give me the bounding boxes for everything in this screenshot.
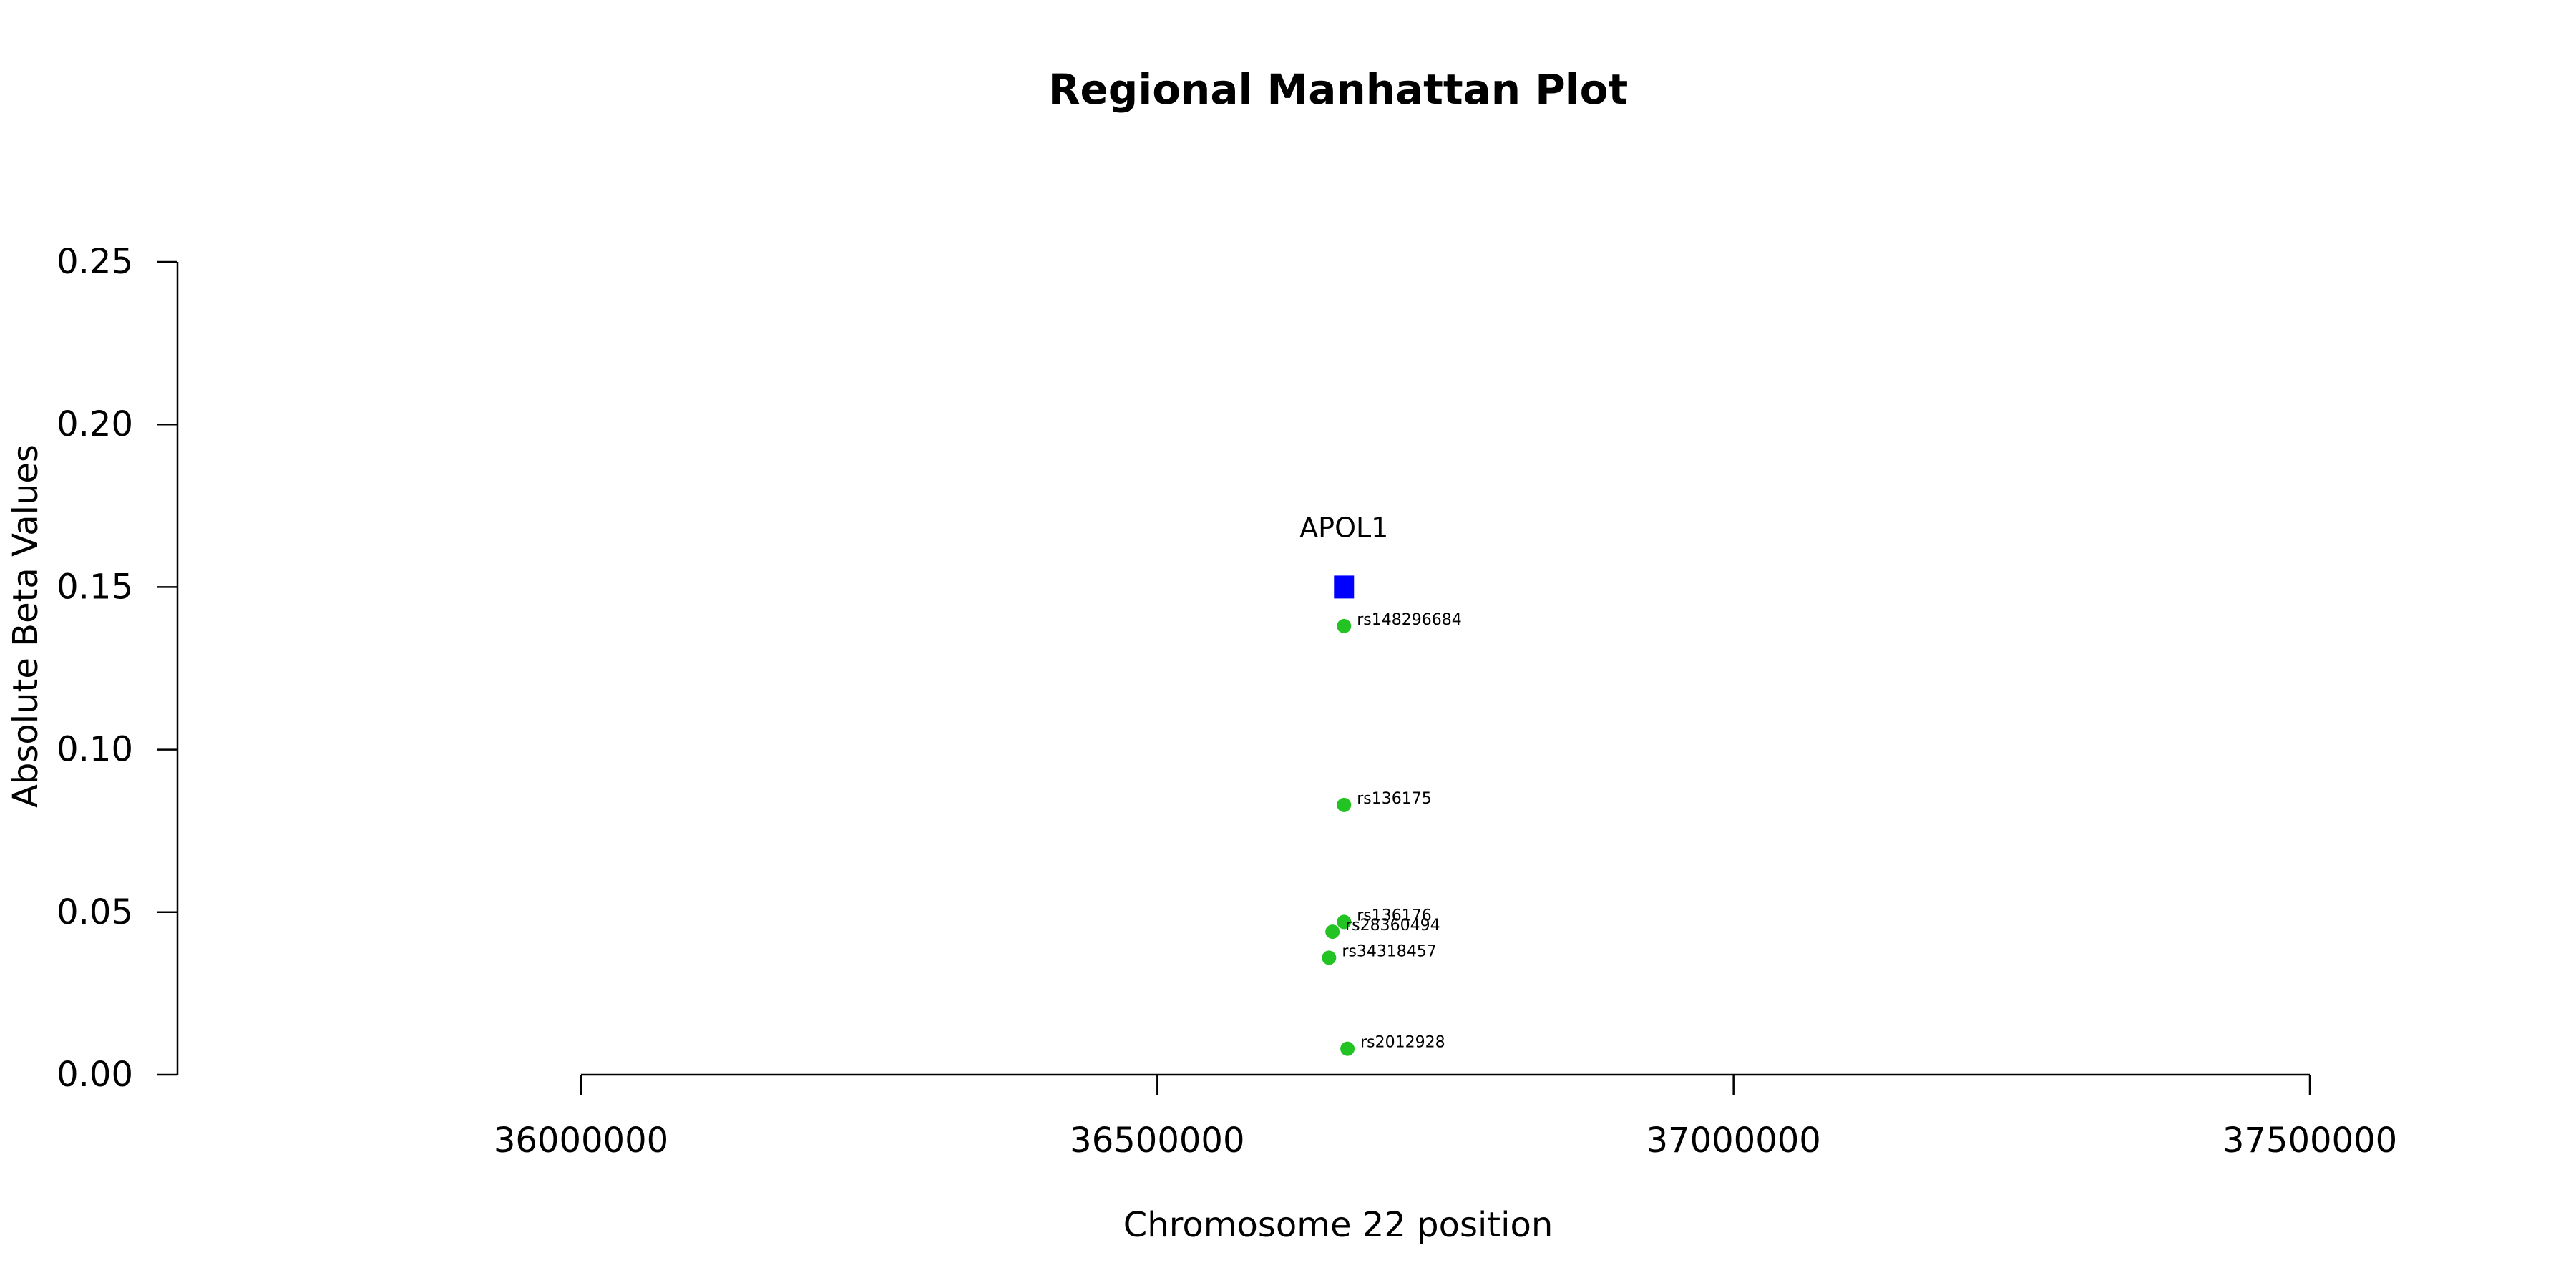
x-tick-label: 36500000	[1070, 1121, 1244, 1161]
gene-marker-apol1	[1334, 575, 1355, 599]
snp-point-rs148296684	[1337, 618, 1352, 633]
x-tick-label: 36000000	[494, 1121, 668, 1161]
snp-label: rs2012928	[1360, 1034, 1445, 1052]
y-axis: 0.00 0.05 0.10 0.15 0.20 0.25	[57, 242, 179, 1095]
snp-point-rs136176	[1337, 914, 1352, 930]
x-tick-label: 37500000	[2223, 1121, 2397, 1161]
snp-label: rs136175	[1357, 790, 1432, 808]
y-tick-label: 0.05	[57, 892, 133, 932]
snp-point-rs2012928	[1340, 1041, 1355, 1056]
y-tick-label: 0.00	[57, 1055, 133, 1095]
snp-point-rs34318457	[1322, 950, 1337, 965]
y-tick-label: 0.20	[57, 404, 133, 444]
snp-label: rs34318457	[1342, 942, 1436, 960]
snp-label: rs28360494	[1345, 917, 1440, 935]
chart-title: Regional Manhattan Plot	[1048, 65, 1628, 114]
y-tick-label: 0.25	[57, 242, 133, 282]
snp-label: rs136176	[1357, 907, 1432, 924]
y-axis-label: Absolute Beta Values	[6, 444, 46, 808]
gene-markers: APOL1	[1299, 512, 1388, 599]
snp-point-rs136175	[1337, 797, 1352, 812]
y-tick-label: 0.15	[57, 567, 133, 607]
snp-point-rs28360494	[1325, 924, 1340, 940]
x-axis-label: Chromosome 22 position	[1123, 1205, 1553, 1245]
gene-label: APOL1	[1299, 512, 1388, 543]
x-axis: 36000000 36500000 37000000 37500000	[494, 1073, 2397, 1161]
y-tick-label: 0.10	[57, 730, 133, 770]
snp-label: rs148296684	[1357, 611, 1461, 629]
x-tick-label: 37000000	[1646, 1121, 1821, 1161]
